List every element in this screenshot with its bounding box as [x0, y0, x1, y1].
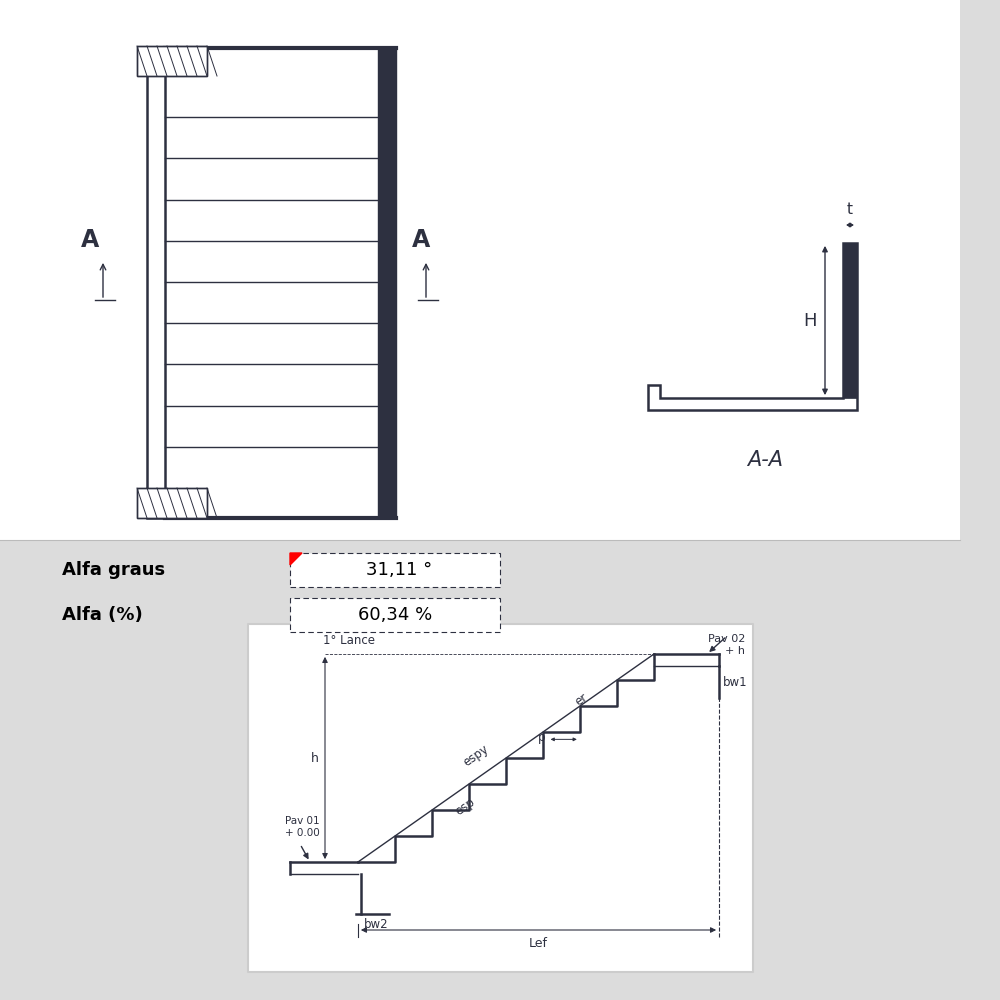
Text: t: t [847, 202, 853, 217]
Text: espy: espy [461, 742, 491, 769]
Bar [147, 48, 165, 518]
Text: h: h [311, 752, 319, 764]
Text: 31,11 °: 31,11 ° [366, 561, 432, 579]
Text: 1° Lance: 1° Lance [323, 634, 375, 647]
Polygon shape [290, 553, 302, 565]
Text: bw2: bw2 [364, 918, 389, 931]
Bar [137, 46, 207, 76]
Text: p: p [538, 731, 545, 744]
Text: Alfa (%): Alfa (%) [62, 606, 143, 624]
Bar [378, 48, 396, 518]
Bar [137, 488, 207, 518]
Text: H: H [804, 312, 817, 330]
Polygon shape [648, 243, 857, 410]
Text: Alfa graus: Alfa graus [62, 561, 165, 579]
Text: A: A [412, 228, 430, 252]
Bar [248, 624, 753, 972]
Bar [137, 488, 207, 518]
Text: bw1: bw1 [723, 676, 748, 688]
Polygon shape [843, 243, 857, 398]
Text: er: er [573, 691, 591, 708]
Bar [0, 540, 1000, 1000]
FancyBboxPatch shape [290, 553, 500, 587]
Bar [137, 46, 207, 76]
Text: Pav 02
+ h: Pav 02 + h [708, 634, 745, 656]
Bar [0, 0, 960, 540]
FancyBboxPatch shape [290, 598, 500, 632]
Text: A-A: A-A [748, 450, 784, 470]
Text: Pav 01
+ 0.00: Pav 01 + 0.00 [285, 816, 320, 838]
Text: A: A [81, 228, 99, 252]
Text: esp: esp [453, 795, 478, 818]
Text: Lef: Lef [529, 937, 548, 950]
Text: 60,34 %: 60,34 % [358, 606, 432, 624]
